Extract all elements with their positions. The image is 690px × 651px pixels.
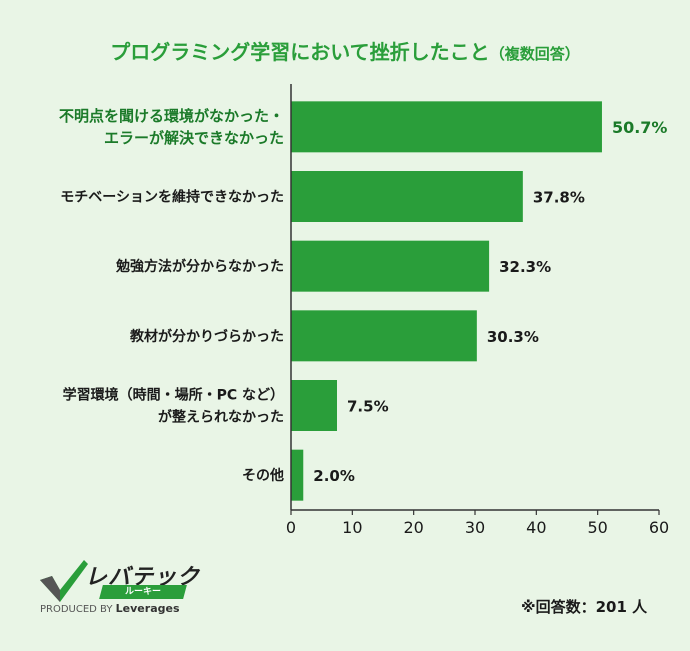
bar-chart: 50.7% 不明点を聞ける環境がなかった・エラーが解決できなかった 37.8% モチベ…: [59, 84, 669, 537]
bar-1: [291, 171, 523, 222]
checkmark-logo-icon: [40, 560, 88, 602]
x-tick-label-2: 20: [403, 518, 423, 537]
category-label-0-1: エラーが解決できなかった: [104, 129, 284, 147]
x-tick-label-5: 50: [587, 518, 607, 537]
bar-2: [291, 240, 490, 292]
category-label-1-0: モチベーションを維持できなかった: [60, 189, 284, 206]
bar-3: [291, 310, 477, 362]
x-tick-label-0: 0: [286, 518, 296, 537]
bar-4: [291, 380, 337, 431]
category-label-4-1: が整えられなかった: [158, 409, 284, 426]
chart-title: プログラミング学習において挫折したこと（複数回答）: [0, 36, 690, 65]
logo-sub-text: ルーキー: [99, 585, 187, 599]
logo-produced-by: PRODUCED BY Leverages: [40, 602, 180, 615]
chart-title-sub: （複数回答）: [489, 45, 580, 63]
value-label-4: 7.5%: [347, 398, 389, 416]
category-label-4-0: 学習環境（時間・場所・PC など）: [63, 387, 284, 404]
value-label-3: 30.3%: [487, 328, 539, 346]
x-tick-label-1: 10: [342, 518, 362, 537]
category-label-3-0: 教材が分かりづらかった: [130, 328, 284, 345]
x-tick-label-6: 60: [649, 518, 669, 537]
category-label-5-0: その他: [242, 467, 284, 484]
x-tick-label-3: 30: [465, 518, 485, 537]
value-label-1: 37.8%: [533, 189, 585, 207]
bar-5: [291, 449, 304, 501]
value-label-5: 2.0%: [313, 467, 355, 485]
category-label-2-0: 勉強方法が分からなかった: [115, 258, 284, 275]
chart-title-main: プログラミング学習において挫折したこと: [110, 40, 490, 64]
respondent-count-note: ※回答数：201 人: [521, 598, 648, 616]
value-label-2: 32.3%: [499, 258, 551, 276]
bar-0: [291, 101, 602, 153]
value-label-0: 50.7%: [612, 118, 668, 137]
x-tick-label-4: 40: [526, 518, 546, 537]
category-label-0-0: 不明点を聞ける環境がなかった・: [59, 107, 284, 125]
brand-logo: レバテック ルーキー PRODUCED BY Leverages: [38, 558, 199, 620]
